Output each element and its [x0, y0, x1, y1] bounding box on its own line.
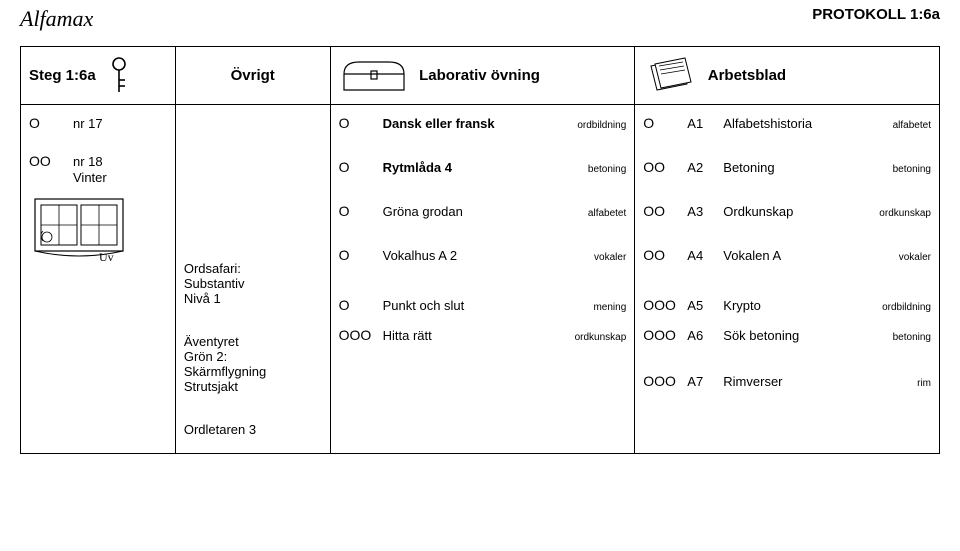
arb-code: A1: [687, 116, 717, 131]
lab-tag: betoning: [588, 164, 626, 175]
arb-row: O A1 Alfabetshistoria alfabetet: [643, 115, 931, 131]
lab-tag: ordkunskap: [575, 332, 627, 343]
lab-marker: O: [339, 297, 377, 313]
arb-row: OOO A5 Krypto ordbildning: [643, 297, 931, 313]
lab-tag: vokaler: [594, 252, 626, 263]
ordsafari-title: Ordsafari:: [184, 261, 322, 276]
lab-tag: mening: [593, 302, 626, 313]
arb-tag: betoning: [893, 332, 931, 343]
body-row: O nr 17 OO nr 18 Vinter: [21, 105, 940, 454]
body-col1: O nr 17 OO nr 18 Vinter: [21, 105, 176, 454]
lab-marker: OOO: [339, 327, 377, 343]
aventyret-title: Äventyret: [184, 334, 322, 349]
papers-icon: [643, 56, 697, 96]
arb-name: Ordkunskap: [723, 204, 873, 219]
col1-r2-label-a: nr 18: [73, 154, 103, 169]
lab-row: OOO Hitta rätt ordkunskap: [339, 327, 627, 343]
arb-code: A7: [687, 374, 717, 389]
lab-row: O Dansk eller fransk ordbildning: [339, 115, 627, 131]
body-col4: O A1 Alfabetshistoria alfabetet OO A2 Betoning…: [635, 105, 940, 454]
col1-r2-label-b: Vinter: [73, 170, 107, 185]
lab-marker: O: [339, 203, 377, 219]
arb-marker: O: [643, 115, 681, 131]
arb-name: Rimverser: [723, 374, 911, 389]
lab-row: O Vokalhus A 2 vokaler: [339, 247, 627, 263]
svg-text:Uv: Uv: [99, 250, 114, 263]
hdr-steg: Steg 1:6a: [21, 47, 176, 105]
col1-r2-marker: OO: [29, 153, 67, 169]
lab-name: Punkt och slut: [383, 298, 588, 313]
arb-tag: betoning: [893, 164, 931, 175]
lab-name: Gröna grodan: [383, 204, 582, 219]
lab-name: Rytmlåda 4: [383, 160, 582, 175]
arb-code: A5: [687, 298, 717, 313]
key-icon: [108, 56, 130, 96]
lab-label: Laborativ övning: [419, 67, 540, 84]
body-col3: O Dansk eller fransk ordbildning O Rytmlåda …: [330, 105, 635, 454]
header-row: Steg 1:6a Övrigt Laborativ övning: [21, 47, 940, 105]
arb-code: A2: [687, 160, 717, 175]
arb-row: OO A3 Ordkunskap ordkunskap: [643, 203, 931, 219]
arb-tag: vokaler: [899, 252, 931, 263]
arb-tag: alfabetet: [893, 120, 931, 131]
steg-label: Steg 1:6a: [29, 67, 96, 84]
arb-name: Vokalen A: [723, 248, 892, 263]
arb-tag: ordkunskap: [879, 208, 931, 219]
body-col2: Ordsafari: Substantiv Nivå 1 Äventyret G…: [175, 105, 330, 454]
arb-code: A4: [687, 248, 717, 263]
lab-row: O Gröna grodan alfabetet: [339, 203, 627, 219]
ordsafari-a: Substantiv: [184, 276, 322, 291]
lab-row: O Punkt och slut mening: [339, 297, 627, 313]
arb-row: OOO A6 Sök betoning betoning: [643, 327, 931, 343]
col1-r1-marker: O: [29, 115, 67, 131]
arb-name: Alfabetshistoria: [723, 116, 886, 131]
arb-marker: OOO: [643, 373, 681, 389]
lab-name: Dansk eller fransk: [383, 116, 572, 131]
arb-marker: OOO: [643, 297, 681, 313]
ordletaren: Ordletaren 3: [184, 422, 322, 437]
lab-marker: O: [339, 247, 377, 263]
lab-tag: alfabetet: [588, 208, 626, 219]
aventyret-b: Skärmflygning: [184, 364, 322, 379]
col1-r1-label: nr 17: [73, 116, 103, 131]
lab-row: O Rytmlåda 4 betoning: [339, 159, 627, 175]
lab-marker: O: [339, 115, 377, 131]
main-table: Steg 1:6a Övrigt Laborativ övning: [20, 46, 940, 454]
hdr-arb: Arbetsblad: [635, 47, 940, 105]
brand-logo: Alfamax: [20, 6, 93, 32]
arb-row: OOO A7 Rimverser rim: [643, 373, 931, 389]
aventyret-a: Grön 2:: [184, 349, 322, 364]
arb-code: A3: [687, 204, 717, 219]
arb-marker: OO: [643, 159, 681, 175]
arb-code: A6: [687, 328, 717, 343]
hdr-ovrigt: Övrigt: [175, 47, 330, 105]
chest-icon: [339, 56, 409, 96]
arb-tag: ordbildning: [882, 302, 931, 313]
protokoll-label: PROTOKOLL 1:6a: [812, 6, 940, 23]
arb-label: Arbetsblad: [708, 67, 786, 84]
lab-tag: ordbildning: [577, 120, 626, 131]
arb-marker: OO: [643, 203, 681, 219]
aventyret-c: Strutsjakt: [184, 379, 322, 394]
arb-tag: rim: [917, 378, 931, 389]
arb-row: OO A4 Vokalen A vokaler: [643, 247, 931, 263]
arb-name: Sök betoning: [723, 328, 886, 343]
arb-row: OO A2 Betoning betoning: [643, 159, 931, 175]
arb-marker: OOO: [643, 327, 681, 343]
window-icon: Uv: [29, 193, 129, 263]
arb-name: Krypto: [723, 298, 876, 313]
arb-marker: OO: [643, 247, 681, 263]
lab-name: Vokalhus A 2: [383, 248, 588, 263]
lab-marker: O: [339, 159, 377, 175]
ovrigt-label: Övrigt: [184, 67, 322, 84]
arb-name: Betoning: [723, 160, 886, 175]
ordsafari-b: Nivå 1: [184, 291, 322, 306]
hdr-lab: Laborativ övning: [330, 47, 635, 105]
page: Alfamax PROTOKOLL 1:6a Steg 1:6a Övrigt: [0, 0, 960, 462]
lab-name: Hitta rätt: [383, 328, 569, 343]
